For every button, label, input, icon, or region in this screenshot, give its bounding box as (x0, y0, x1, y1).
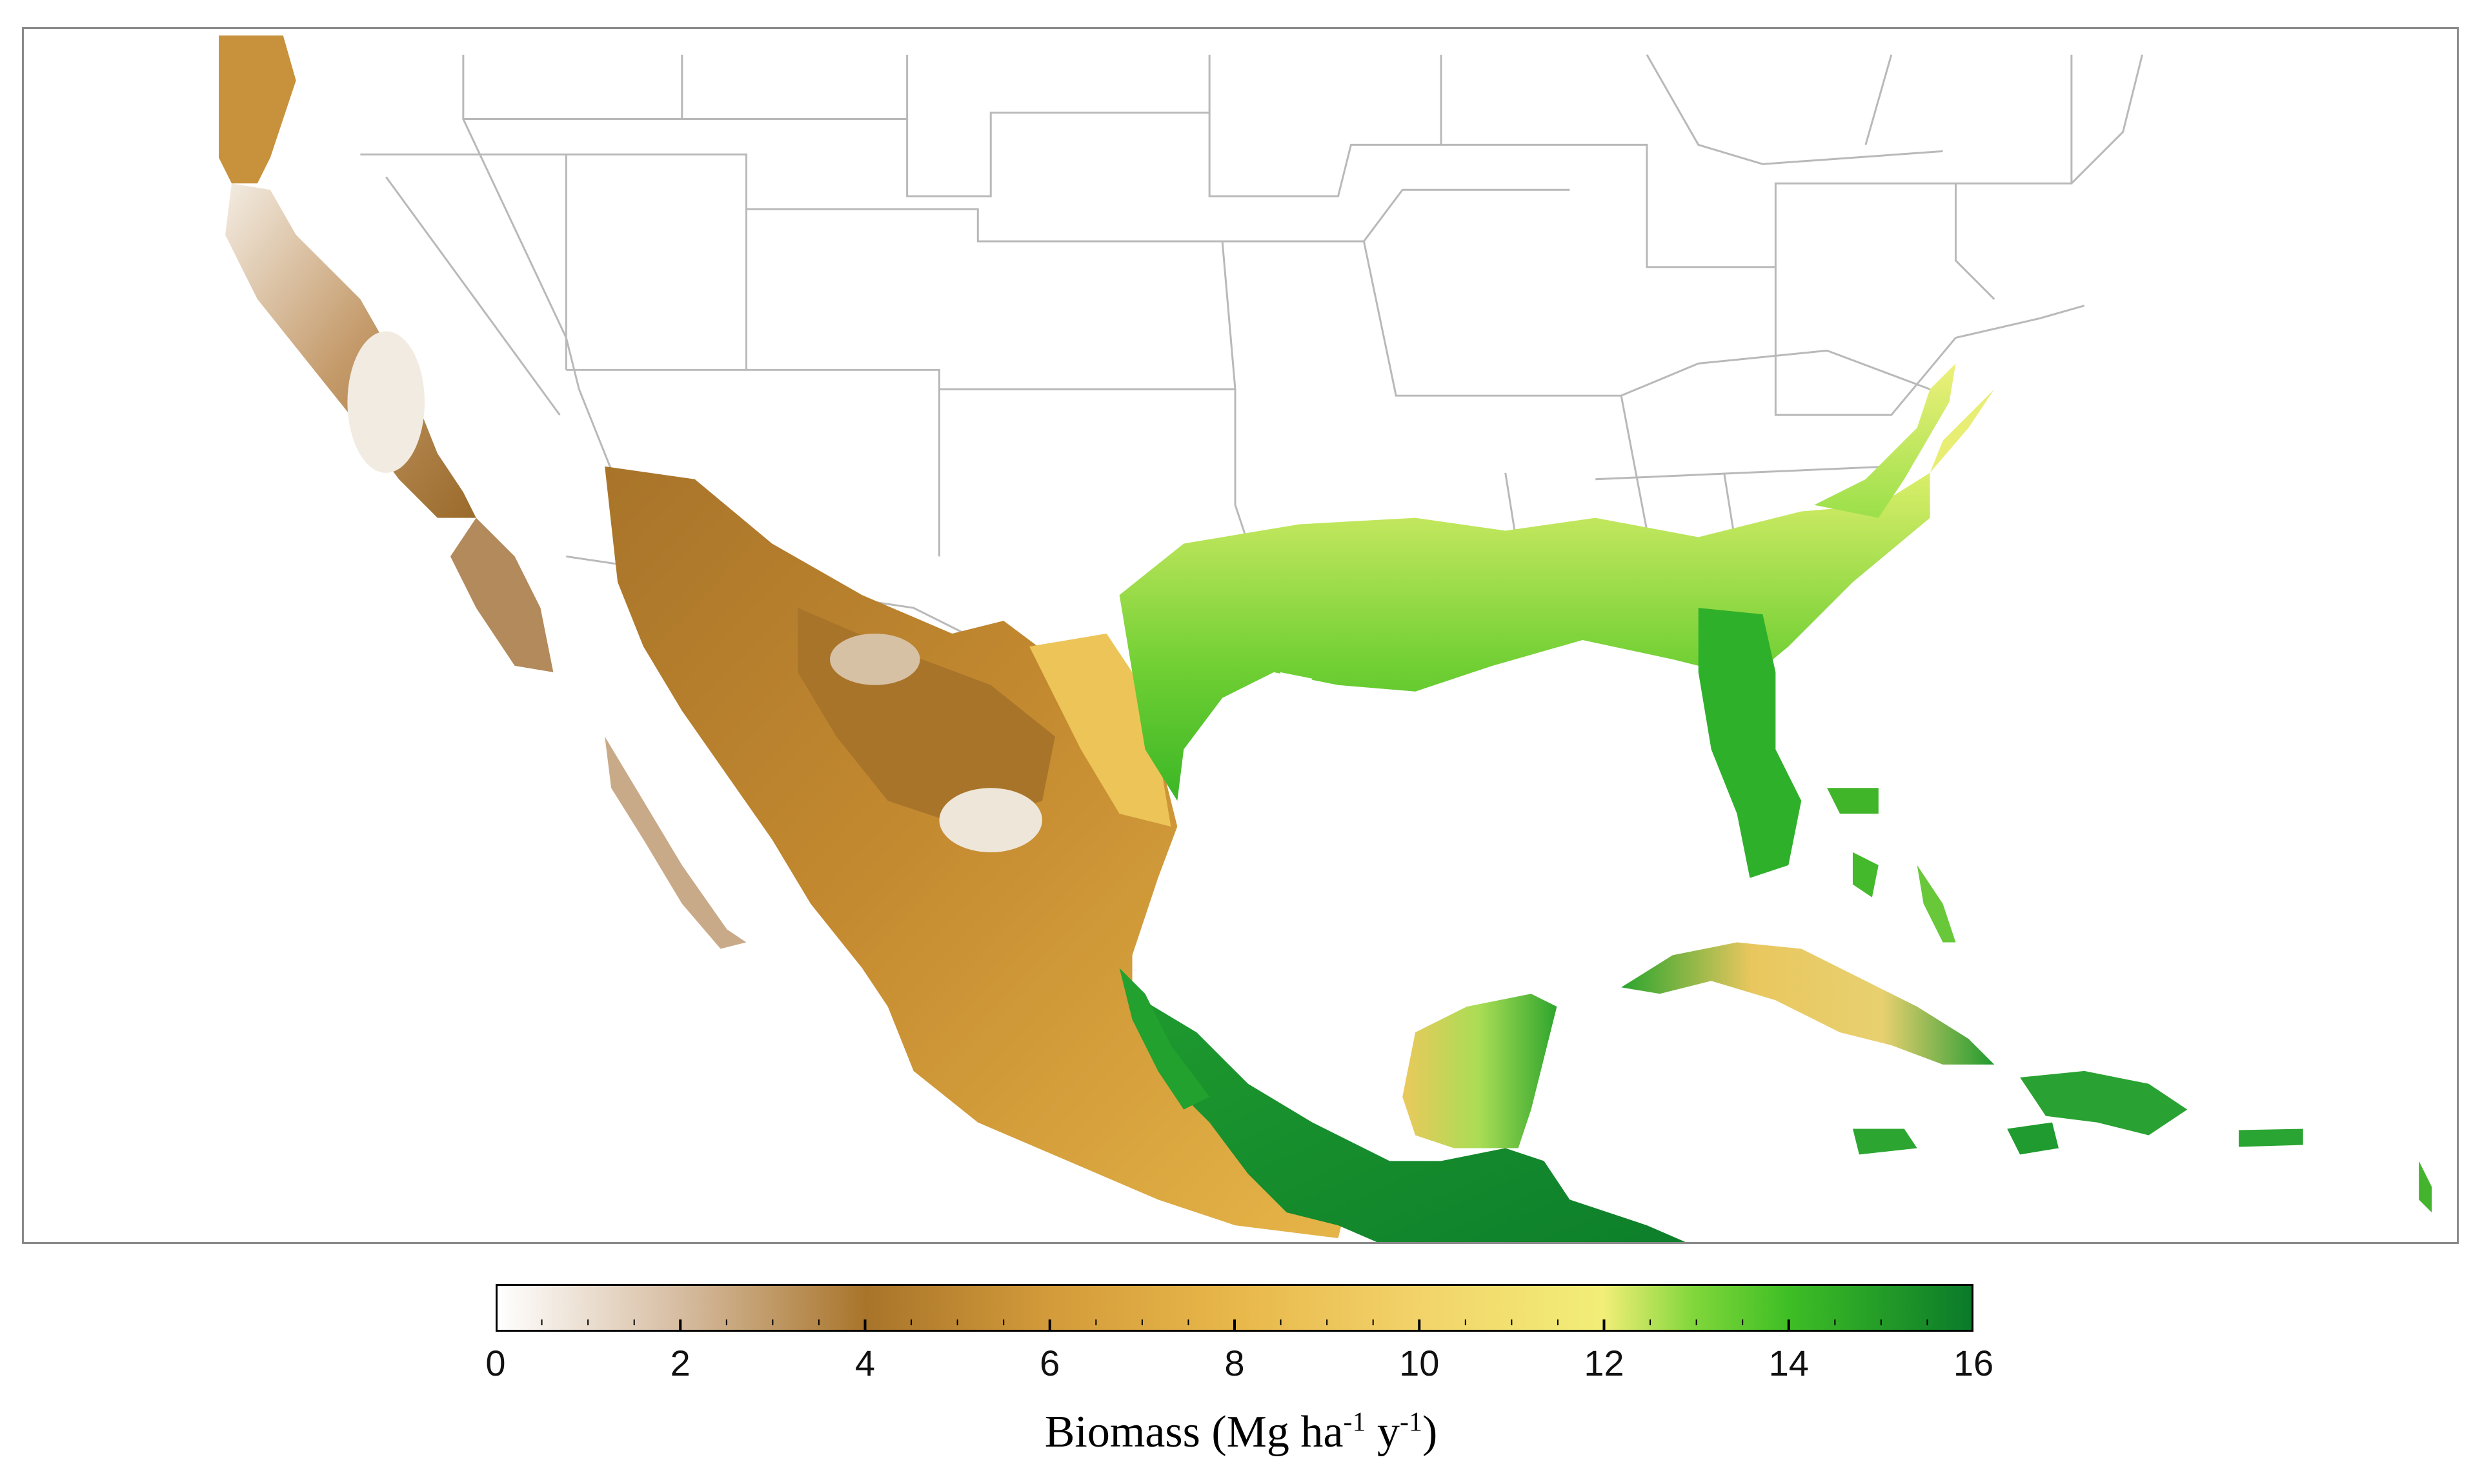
colorbar-title-mid: y (1366, 1407, 1400, 1457)
colorbar-tick-label: 8 (1224, 1343, 1245, 1383)
colorbar-tick-label: 12 (1584, 1343, 1624, 1383)
colorbar-title-exp1: -1 (1343, 1407, 1366, 1438)
central-america-region (1119, 968, 1686, 1242)
yucatan-region (1402, 994, 1557, 1148)
colorbar-title-exp2: -1 (1399, 1407, 1422, 1438)
colorbar-title-prefix: Biomass (Mg ha (1044, 1407, 1344, 1457)
colorbar-title-suffix: ) (1422, 1407, 1438, 1457)
caribbean-islands (1621, 788, 2432, 1213)
colorbar-tick-label: 2 (670, 1343, 691, 1383)
map-frame (22, 27, 2459, 1244)
colorbar-ticks (496, 1319, 1973, 1331)
biomass-map (219, 35, 2432, 1242)
colorbar-tick-label: 14 (1768, 1343, 1809, 1383)
colorbar-tick-label: 10 (1399, 1343, 1440, 1383)
colorbar-title: Biomass (Mg ha-1 y-1) (0, 1407, 2482, 1458)
colorbar-tick-label: 4 (854, 1343, 876, 1383)
colorbar-tick-label: 16 (1953, 1343, 1994, 1383)
colorbar-tick-label: 0 (485, 1343, 506, 1383)
western-dry-region (219, 35, 747, 949)
southeast-coast-region (1814, 363, 1956, 518)
colorbar-tick-label: 6 (1040, 1343, 1060, 1383)
gulf-coast-region (1119, 389, 1995, 878)
mexico-region (605, 466, 1351, 1239)
